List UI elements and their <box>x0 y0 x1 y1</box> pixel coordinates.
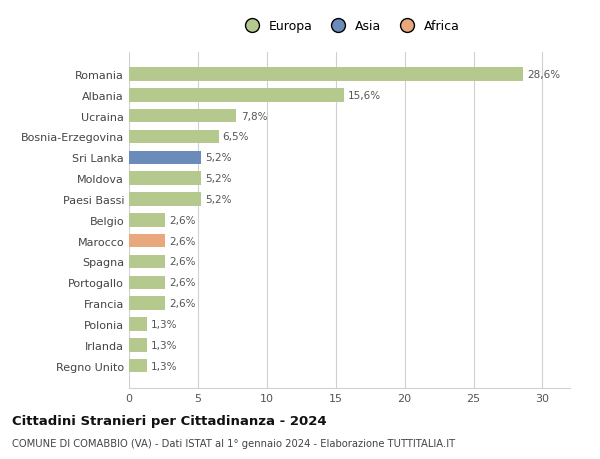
Bar <box>129 276 165 290</box>
Text: 1,3%: 1,3% <box>151 319 178 329</box>
Text: Cittadini Stranieri per Cittadinanza - 2024: Cittadini Stranieri per Cittadinanza - 2… <box>12 414 326 428</box>
Bar <box>129 110 236 123</box>
Text: 28,6%: 28,6% <box>527 70 560 80</box>
Bar <box>129 172 200 185</box>
Text: 15,6%: 15,6% <box>348 90 381 101</box>
Legend: Europa, Asia, Africa: Europa, Asia, Africa <box>234 16 465 39</box>
Bar <box>129 68 523 82</box>
Text: 2,6%: 2,6% <box>169 236 196 246</box>
Bar <box>129 213 165 227</box>
Text: 2,6%: 2,6% <box>169 298 196 308</box>
Text: 7,8%: 7,8% <box>241 112 267 121</box>
Text: 5,2%: 5,2% <box>205 153 231 163</box>
Bar <box>129 297 165 310</box>
Bar <box>129 235 165 248</box>
Bar <box>129 255 165 269</box>
Text: 5,2%: 5,2% <box>205 195 231 205</box>
Text: COMUNE DI COMABBIO (VA) - Dati ISTAT al 1° gennaio 2024 - Elaborazione TUTTITALI: COMUNE DI COMABBIO (VA) - Dati ISTAT al … <box>12 438 455 448</box>
Text: 2,6%: 2,6% <box>169 278 196 288</box>
Text: 2,6%: 2,6% <box>169 215 196 225</box>
Bar <box>129 359 147 373</box>
Bar <box>129 318 147 331</box>
Bar <box>129 151 200 165</box>
Bar <box>129 89 344 102</box>
Text: 1,3%: 1,3% <box>151 340 178 350</box>
Text: 1,3%: 1,3% <box>151 361 178 371</box>
Bar <box>129 338 147 352</box>
Bar <box>129 193 200 206</box>
Text: 5,2%: 5,2% <box>205 174 231 184</box>
Text: 2,6%: 2,6% <box>169 257 196 267</box>
Text: 6,5%: 6,5% <box>223 132 249 142</box>
Bar <box>129 130 218 144</box>
